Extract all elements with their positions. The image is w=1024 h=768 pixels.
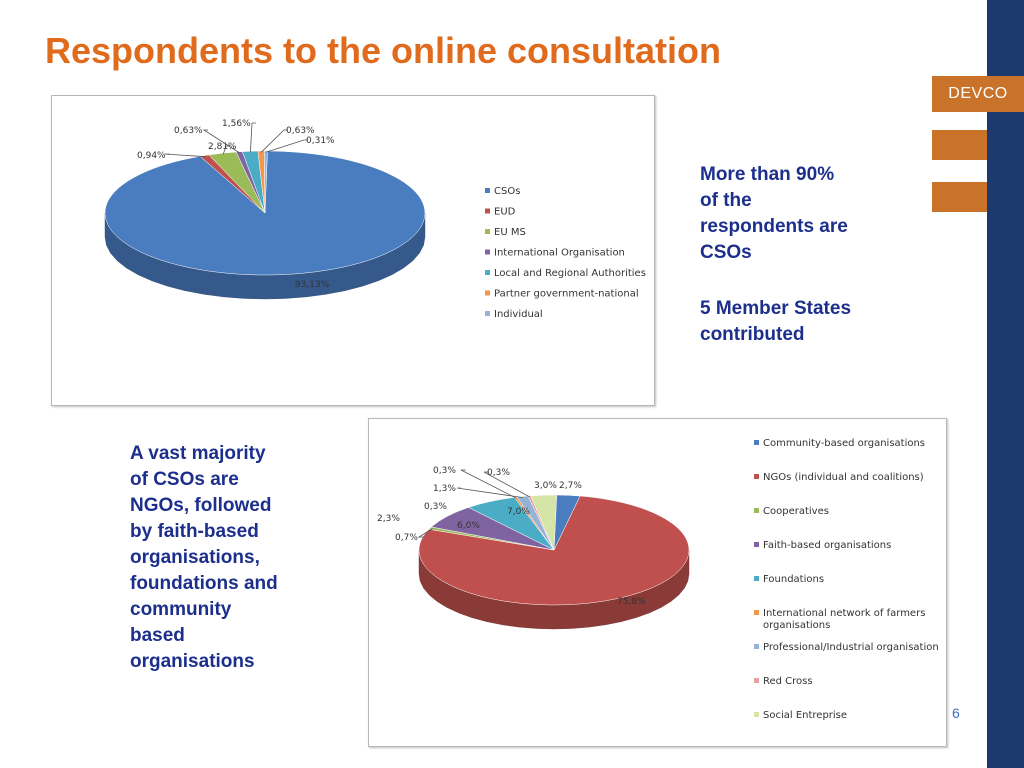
- leader-line: [163, 153, 206, 158]
- leader-line: [483, 471, 530, 498]
- value-label-foundations: 6,0%: [457, 521, 480, 531]
- legend-label-community-based-organisations: Community-based organisations: [763, 438, 925, 449]
- legend-swatch: [485, 229, 490, 234]
- brand-badge: DEVCO: [932, 76, 1024, 112]
- legend-label-professional-industrial-organisation: Professional/Industrial organisation: [763, 642, 939, 653]
- leader-line: [250, 122, 256, 153]
- value-label-ngos-individual-and-coalitions: 75,8%: [617, 597, 646, 607]
- pie-chart-svg: 93,13%0,94%2,81%0,63%1,56%0,63%0,31%CSOs…: [104, 119, 646, 320]
- legend-swatch: [754, 610, 759, 615]
- legend-swatch: [754, 474, 759, 479]
- legend-swatch: [485, 311, 490, 316]
- note-member-states: 5 Member States contributed: [700, 298, 852, 345]
- legend-swatch: [754, 440, 759, 445]
- legend-label-local-and-regional-authorities: Local and Regional Authorities: [494, 268, 646, 279]
- legend-swatch: [485, 290, 490, 296]
- legend-swatch: [485, 270, 490, 275]
- page-number: 6: [952, 705, 960, 721]
- pie-slice-social-entreprise: [530, 494, 557, 551]
- value-label-csos: 93,13%: [295, 280, 330, 290]
- legend-label-faith-based-organisations: Faith-based organisations: [763, 540, 891, 551]
- value-label-faith-based-organisations: 7,0%: [507, 507, 530, 517]
- note-cso-share: More than 90% of the respondents are CSO…: [700, 164, 848, 263]
- value-label-red-cross: 0,3%: [487, 468, 510, 478]
- value-label-partner-government-national: 0,63%: [286, 126, 315, 136]
- legend-label-social-entreprise: Social Entreprise: [763, 710, 847, 721]
- cso-types-pie-chart: 2,7% 75,8% 0,7% 7,0% 6,0% 0,3% 1,3% 0,3% 3,0% 2,3…: [368, 418, 947, 747]
- legend-label-international-network-of-farmers-organisations: organisations: [763, 620, 830, 631]
- legend-label-foundations: Foundations: [763, 574, 824, 585]
- value-label-extra: 0,3%: [424, 502, 447, 512]
- value-label-eu-ms: 2,81%: [208, 142, 237, 152]
- pie-slice-ngos-individual-and-coalitions: [418, 495, 690, 606]
- leader-line: [456, 487, 524, 498]
- value-label-eud: 0,94%: [137, 151, 166, 161]
- legend-label-cooperatives: Cooperatives: [763, 506, 829, 517]
- slide-title: Respondents to the online consultation: [45, 30, 722, 71]
- note-cso-types: A vast majority of CSOs are NGOs, follow…: [130, 443, 278, 672]
- legend-swatch: [485, 188, 490, 193]
- legend-label-international-network-of-farmers-organisations: International network of farmers: [763, 608, 925, 619]
- legend-swatch: [754, 542, 759, 547]
- legend-swatch: [485, 249, 490, 255]
- accent-bar: [932, 182, 987, 212]
- leader-line: [202, 129, 240, 154]
- value-label-international-organisation: 0,63%: [174, 126, 203, 136]
- legend-swatch: [485, 208, 490, 214]
- legend-label-eud: EUD: [494, 207, 516, 218]
- legend-swatch: [754, 576, 759, 581]
- legend-label-ngos-individual-and-coalitions: NGOs (individual and coalitions): [763, 472, 924, 483]
- legend-label-partner-government-national: Partner government-national: [494, 289, 639, 300]
- value-label-social-entreprise: 3,0%: [534, 481, 557, 491]
- value-label-community-based-organisations: 2,7%: [559, 481, 582, 491]
- legend-swatch: [754, 678, 759, 683]
- value-label-individual: 0,31%: [306, 136, 335, 146]
- right-band: [987, 0, 1024, 768]
- respondents-pie-chart: 93,13% 0,94% 2,81% 0,63% 1,56% 0,63% 0,31% CSOs…: [51, 95, 655, 406]
- accent-bar: [932, 130, 987, 160]
- legend-label-csos: CSOs: [494, 186, 520, 197]
- leader-line: [265, 139, 308, 153]
- value-label-professional-industrial-organisation: 1,3%: [433, 484, 456, 494]
- leader-line: [460, 469, 517, 499]
- legend-label-red-cross: Red Cross: [763, 676, 813, 687]
- legend-label-eu-ms: EU MS: [494, 227, 526, 238]
- value-label-local-and-regional-authorities: 1,56%: [222, 119, 251, 129]
- leader-line: [417, 528, 433, 538]
- value-label-extra: 2,3%: [377, 514, 400, 524]
- value-label-cooperatives: 0,7%: [395, 533, 418, 543]
- legend-swatch: [754, 644, 759, 649]
- legend-label-individual: Individual: [494, 309, 543, 320]
- legend-swatch: [754, 508, 759, 513]
- pie-chart-svg: 2,7% 75,8% 0,7% 7,0% 6,0% 0,3% 1,3% 0,3% 3,0% 2,3…: [377, 438, 939, 721]
- leader-line: [260, 129, 288, 153]
- value-label-international-network-of-farmers-organisations: 0,3%: [433, 466, 456, 476]
- legend-label-international-organisation: International Organisation: [494, 248, 625, 259]
- pie-slice-individual: [264, 150, 268, 214]
- legend-swatch: [754, 712, 759, 717]
